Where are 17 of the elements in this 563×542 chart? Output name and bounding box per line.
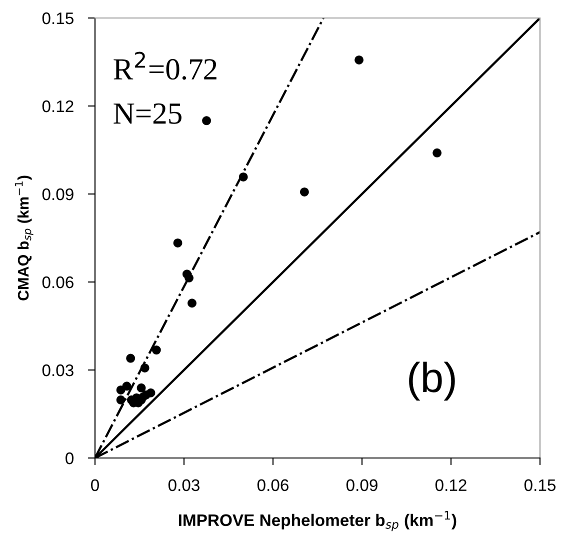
y-axis-title: CMAQ b$_{sp}$ (km$^{−1}$) (14, 176, 34, 300)
y-tick-label: 0.12 (42, 100, 74, 112)
annotation: (b) (409, 362, 455, 401)
y-tick-label: 0.15 (42, 12, 74, 24)
annotation: R$^{2}$=0.72 (114, 52, 216, 80)
y-tick-label: 0.06 (42, 276, 74, 288)
x-tick-label: 0.12 (435, 479, 466, 492)
x-tick-label: 0.06 (257, 479, 288, 492)
x-tick-label: 0.03 (168, 479, 200, 492)
y-tick-label: 0.03 (42, 364, 74, 376)
y-tick-label: 0.09 (42, 188, 74, 200)
x-tick-label: 0.09 (346, 479, 378, 492)
annotation: N=25 (114, 103, 182, 124)
x-tick-label: 0.15 (524, 479, 556, 492)
x-tick-label: 0 (91, 479, 99, 492)
y-tick-label: 0 (66, 452, 74, 464)
x-axis-title: IMPROVE Nephelometer b$_{sp}$ (km$^{−1}$) (178, 511, 456, 532)
